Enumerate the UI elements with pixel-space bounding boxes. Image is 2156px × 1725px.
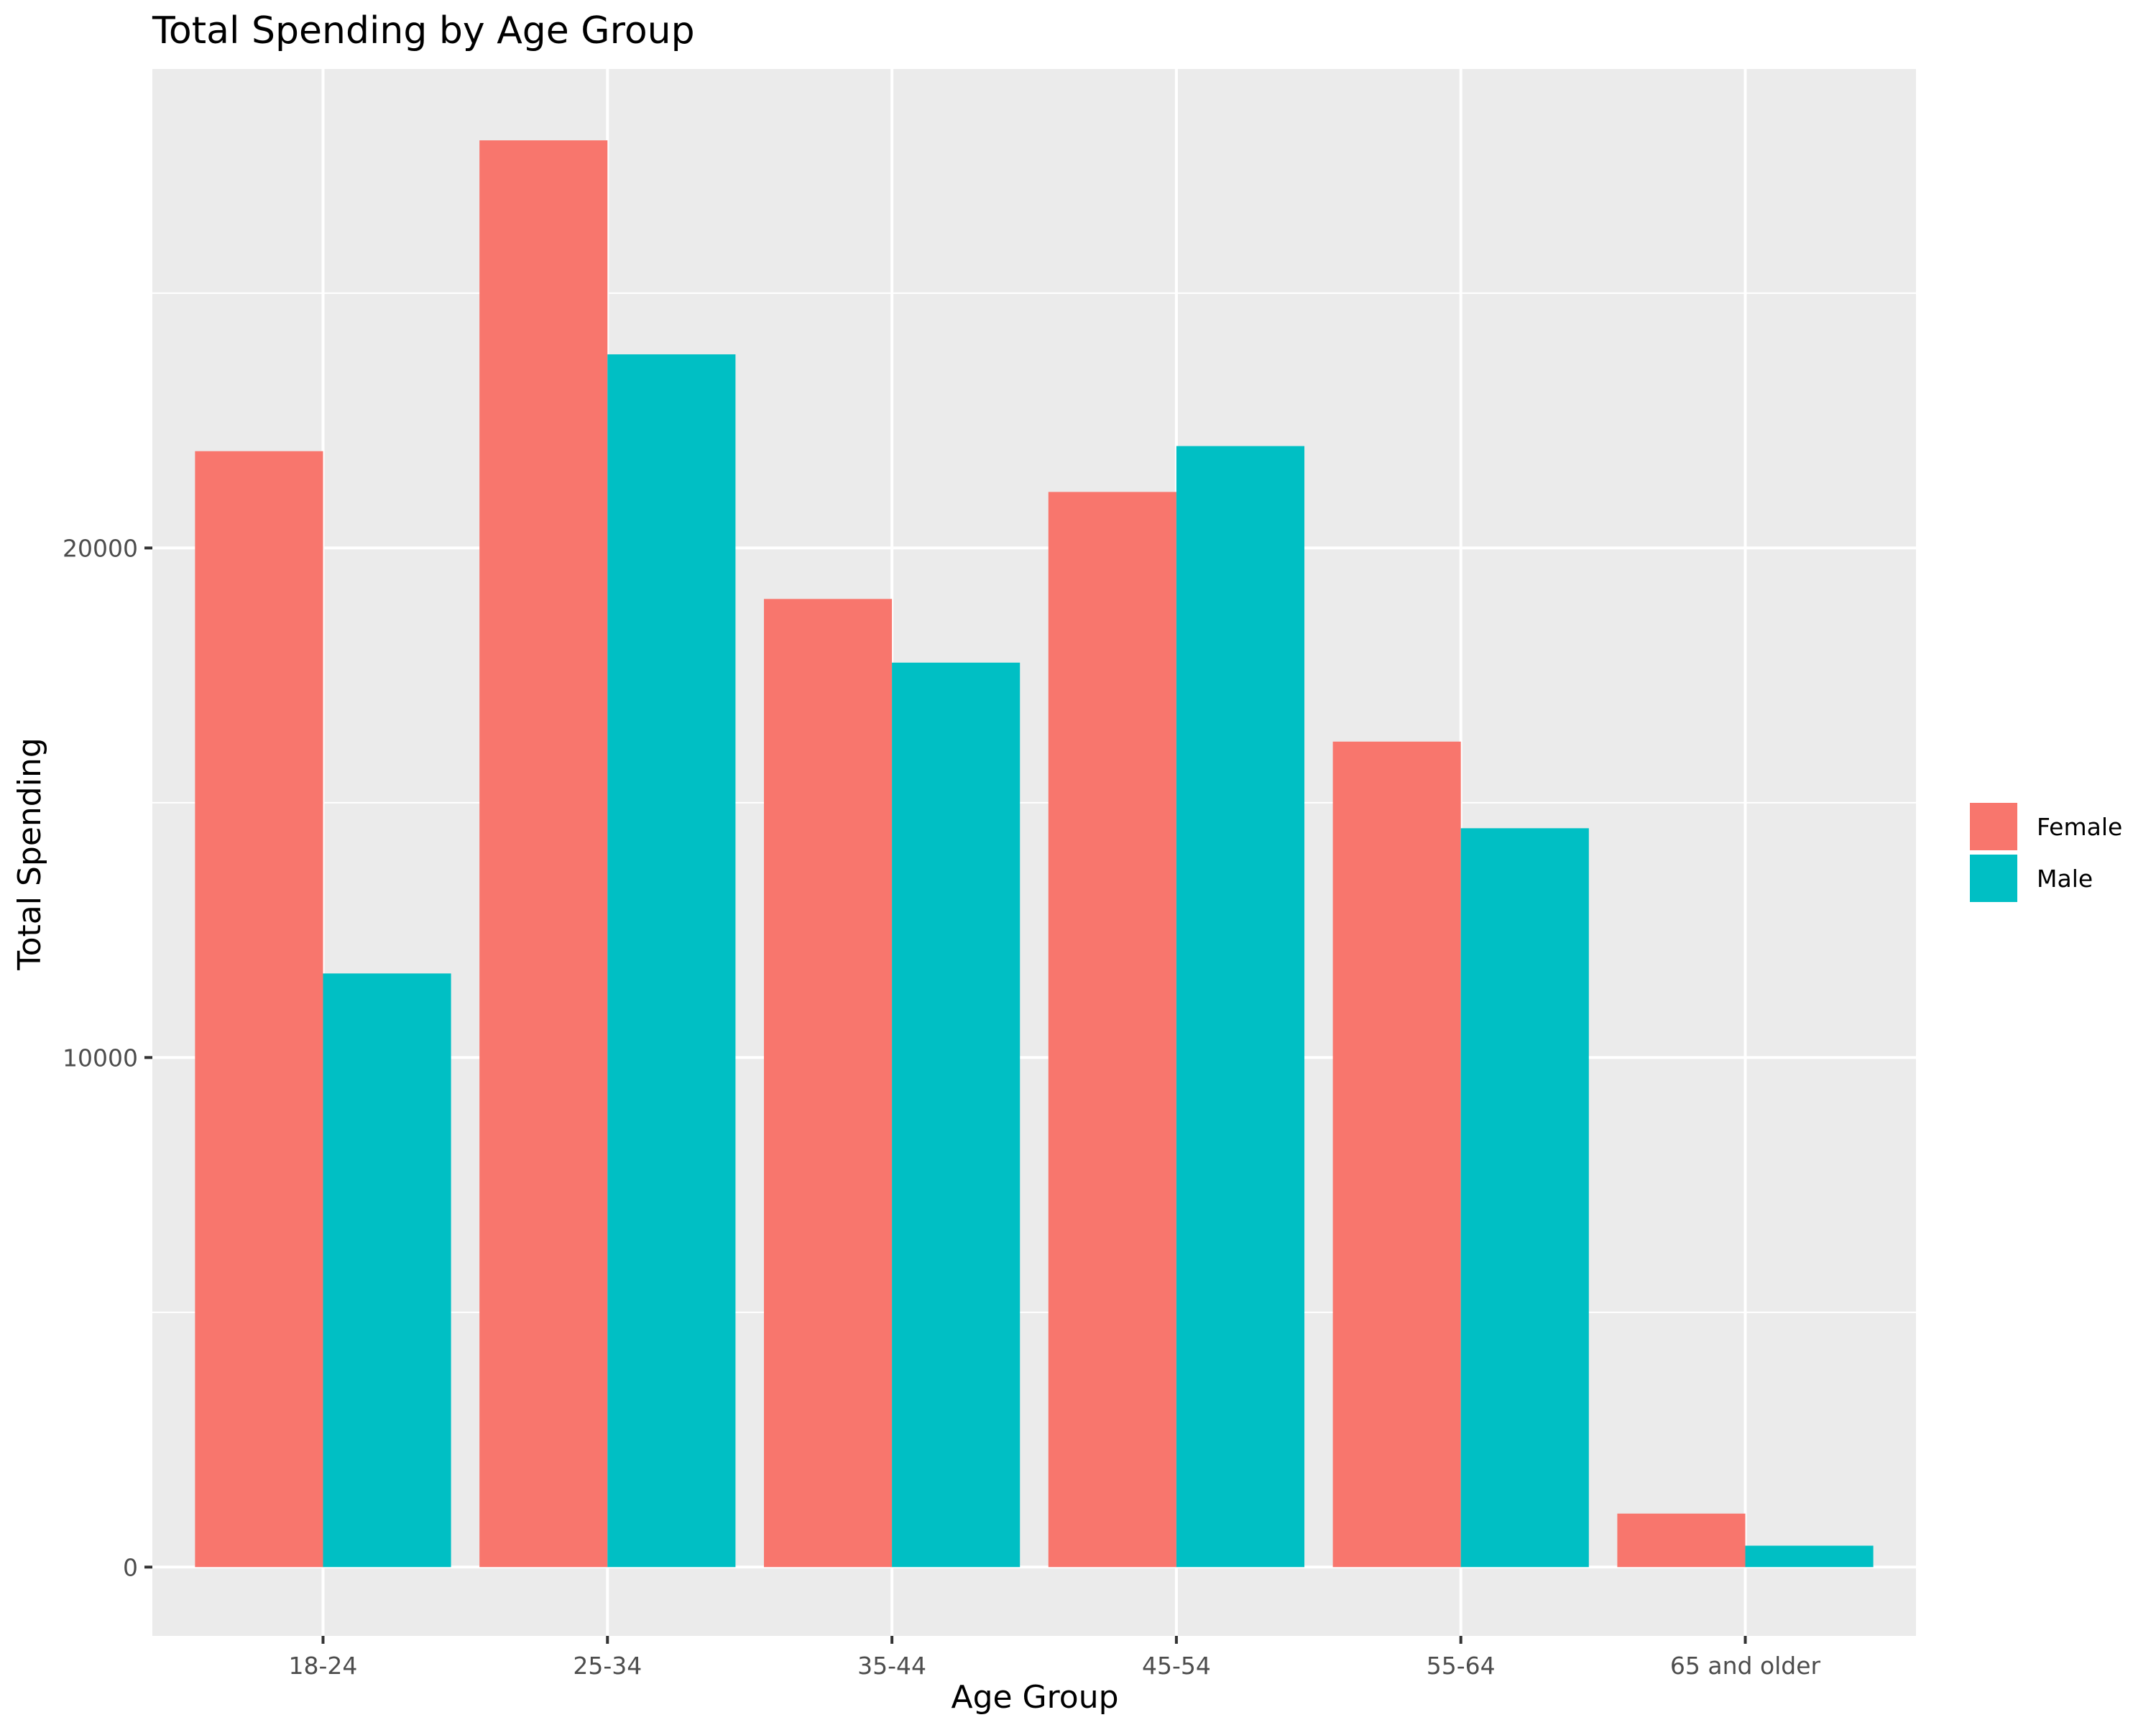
bar-male-65-and-older — [1745, 1545, 1874, 1568]
y-tick-label: 20000 — [63, 534, 138, 562]
legend-key-male — [1968, 853, 2019, 903]
x-tick-label: 25-34 — [573, 1652, 642, 1680]
y-axis-title: Total Spending — [11, 737, 48, 971]
x-tick-label: 65 and older — [1670, 1652, 1821, 1680]
bar-female-55-64 — [1332, 741, 1461, 1568]
y-tick-label: 0 — [123, 1553, 138, 1581]
chart-title: Total Spending by Age Group — [152, 9, 695, 52]
x-tick-label: 35-44 — [857, 1652, 926, 1680]
x-axis-title: Age Group — [951, 1679, 1118, 1716]
bar-male-45-54 — [1176, 446, 1305, 1568]
y-axis: 0 10000 20000 — [63, 534, 152, 1581]
bar-female-18-24 — [195, 451, 323, 1568]
bar-female-35-44 — [763, 599, 893, 1568]
legend-key-female — [1968, 801, 2019, 852]
x-tick-label: 18-24 — [289, 1652, 358, 1680]
x-tick-label: 55-64 — [1427, 1652, 1496, 1680]
bar-male-18-24 — [323, 973, 451, 1568]
bar-male-55-64 — [1460, 828, 1589, 1568]
bar-male-25-34 — [607, 354, 736, 1568]
legend: Female Male — [1968, 801, 2122, 903]
bar-female-65-and-older — [1617, 1513, 1746, 1568]
bar-male-35-44 — [892, 662, 1021, 1568]
legend-label-male: Male — [2037, 865, 2093, 893]
x-tick-label: 45-54 — [1142, 1652, 1211, 1680]
bar-female-45-54 — [1048, 492, 1176, 1568]
y-tick-label: 10000 — [63, 1044, 138, 1072]
bars — [195, 140, 1874, 1568]
x-axis: 18-24 25-34 35-44 45-54 55-64 65 and older — [289, 1636, 1821, 1680]
bar-female-25-34 — [479, 140, 608, 1568]
legend-label-female: Female — [2037, 813, 2122, 841]
